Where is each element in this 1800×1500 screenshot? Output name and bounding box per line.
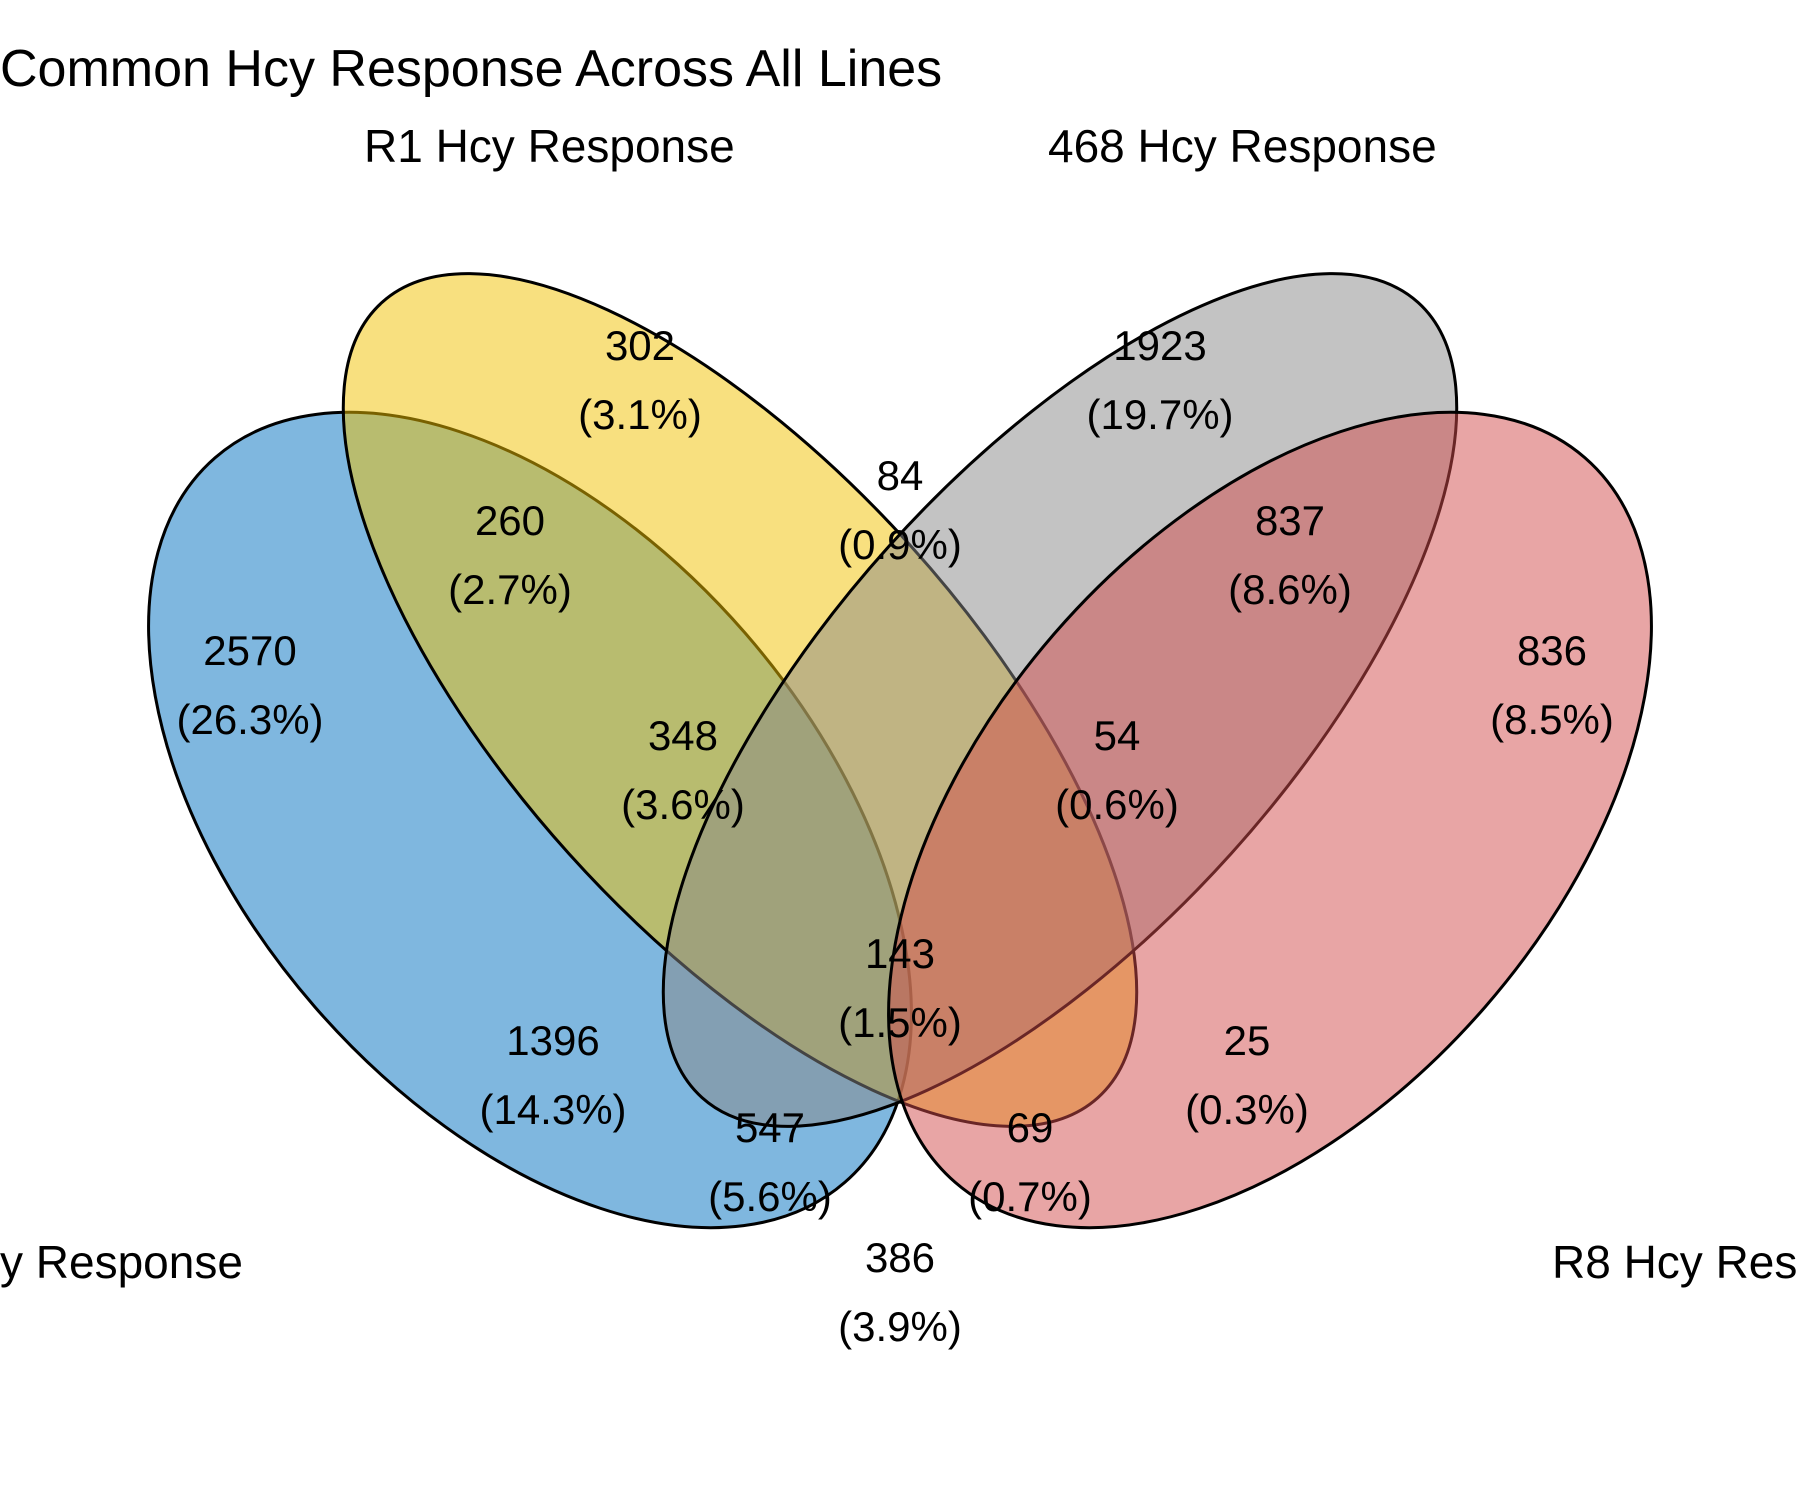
region-percent: (0.6%) <box>1055 781 1179 828</box>
region-percent: (0.9%) <box>838 521 962 568</box>
region-count: 54 <box>1094 712 1141 759</box>
region-count: 84 <box>877 452 924 499</box>
region-left-r1-468: 348 (3.6%) <box>621 712 745 828</box>
region-left-r1: 260 (2.7%) <box>448 497 572 613</box>
set-ellipse-r8 <box>887 410 1653 1230</box>
region-r1-only: 302 (3.1%) <box>578 322 702 438</box>
region-percent: (2.7%) <box>448 566 572 613</box>
region-percent: (14.3%) <box>479 1086 626 1133</box>
region-all: 143 (1.5%) <box>838 930 962 1046</box>
region-percent: (3.1%) <box>578 391 702 438</box>
region-count: 260 <box>475 497 545 544</box>
region-count: 69 <box>1007 1104 1054 1151</box>
region-left-r1-r8: 69 (0.7%) <box>968 1104 1092 1220</box>
region-468-only: 1923 (19.7%) <box>1086 322 1233 438</box>
region-left-468-r8: 547 (5.6%) <box>708 1104 832 1220</box>
region-percent: (1.5%) <box>838 999 962 1046</box>
region-percent: (8.5%) <box>1490 696 1614 743</box>
region-count: 2570 <box>203 627 296 674</box>
diagram-title: Common Hcy Response Across All Lines <box>0 40 942 98</box>
region-count: 837 <box>1255 497 1325 544</box>
region-percent: (5.6%) <box>708 1173 832 1220</box>
region-left-r8: 386 (3.9%) <box>838 1234 962 1350</box>
set-label-r8: R8 Hcy Res <box>1552 1236 1797 1288</box>
region-percent: (0.7%) <box>968 1173 1092 1220</box>
region-percent: (3.6%) <box>621 781 745 828</box>
set-label-left: y Response <box>0 1236 243 1288</box>
region-percent: (26.3%) <box>176 696 323 743</box>
region-count: 302 <box>605 322 675 369</box>
region-percent: (0.3%) <box>1185 1086 1309 1133</box>
region-r1-r8: 25 (0.3%) <box>1185 1017 1309 1133</box>
region-count: 547 <box>735 1104 805 1151</box>
region-count: 25 <box>1224 1017 1271 1064</box>
region-count: 348 <box>648 712 718 759</box>
region-left-only: 2570 (26.3%) <box>176 627 323 743</box>
region-r1-468-r8: 54 (0.6%) <box>1055 712 1179 828</box>
region-count: 1396 <box>506 1017 599 1064</box>
set-label-468: 468 Hcy Response <box>1048 120 1437 172</box>
region-468-r8: 837 (8.6%) <box>1228 497 1352 613</box>
region-r8-only: 836 (8.5%) <box>1490 627 1614 743</box>
region-count: 1923 <box>1113 322 1206 369</box>
region-percent: (19.7%) <box>1086 391 1233 438</box>
region-count: 386 <box>865 1234 935 1281</box>
region-percent: (3.9%) <box>838 1303 962 1350</box>
region-count: 836 <box>1517 627 1587 674</box>
set-label-r1: R1 Hcy Response <box>364 120 735 172</box>
region-left-468: 1396 (14.3%) <box>479 1017 626 1133</box>
region-r1-468: 84 (0.9%) <box>838 452 962 568</box>
region-count: 143 <box>865 930 935 977</box>
region-percent: (8.6%) <box>1228 566 1352 613</box>
